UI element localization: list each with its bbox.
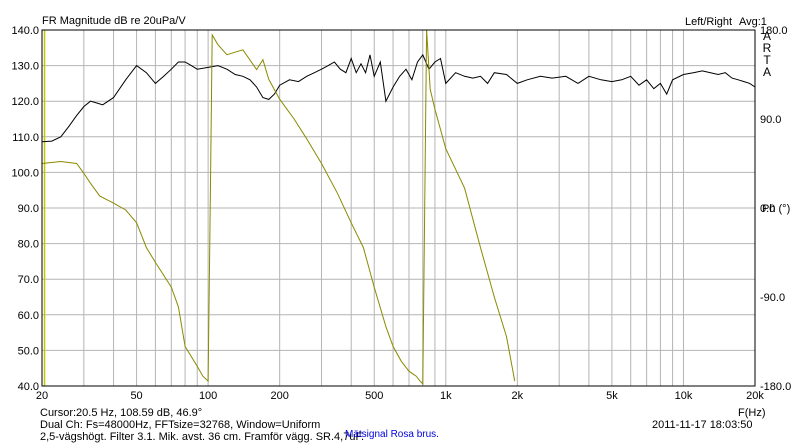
y2-tick-label: 90.0 — [760, 114, 781, 126]
x-tick-label: 20 — [36, 390, 48, 402]
y2-tick-label: -90.0 — [760, 292, 785, 304]
cursor-readout: Cursor:20.5 Hz, 108.59 dB, 46.9° — [40, 407, 203, 419]
x-tick-label: 1k — [440, 390, 452, 402]
x-tick-label: 500 — [365, 390, 383, 402]
y2-tick-label: 180.0 — [760, 25, 788, 37]
series-layer — [41, 29, 756, 386]
y-tick-label: 120.0 — [11, 96, 39, 108]
brand-letter-4: A — [762, 65, 771, 79]
measurement-description: 2,5-vägshögt. Filter 3.1. Mik. avst. 36 … — [40, 431, 365, 443]
arta-brand: A R T A — [761, 30, 773, 78]
phase-series-line — [41, 29, 516, 386]
chart-title: FR Magnitude dB re 20uPa/V — [42, 15, 186, 27]
brand-letter-2: R — [762, 41, 772, 55]
y-tick-label: 40.0 — [18, 381, 39, 393]
x-tick-label: 100 — [199, 390, 217, 402]
y2-tick-label: 0.0 — [760, 203, 775, 215]
y-tick-label: 140.0 — [11, 25, 39, 37]
y2-tick-label: -180.0 — [760, 381, 791, 393]
x-tick-label: 50 — [130, 390, 142, 402]
plot-frame — [41, 29, 756, 387]
grid-layer — [42, 30, 755, 386]
average-label: Avg:1 — [739, 16, 767, 28]
dual-channel-info: Dual Ch: Fs=48000Hz, FFTsize=32768, Wind… — [40, 419, 321, 431]
frame-layer — [41, 29, 756, 387]
channel-label: Left/Right — [685, 16, 733, 28]
x-tick-label: 20k — [746, 390, 764, 402]
y-tick-label: 90.0 — [18, 203, 39, 215]
phase-axis-label: Ph (°) — [762, 203, 791, 215]
y-tick-label: 70.0 — [18, 274, 39, 286]
x-tick-label: 5k — [606, 390, 618, 402]
y-tick-label: 130.0 — [11, 61, 39, 73]
y-tick-label: 100.0 — [11, 167, 39, 179]
y-tick-label: 60.0 — [18, 310, 39, 322]
x-tick-label: 10k — [675, 390, 693, 402]
y-tick-label: 50.0 — [18, 345, 39, 357]
timestamp: 2011-11-17 18:03:50 — [652, 419, 753, 431]
brand-letter-3: T — [763, 53, 771, 67]
x-tick-label: 200 — [270, 390, 288, 402]
y-tick-label: 80.0 — [18, 239, 39, 251]
signal-label: Mätsignal Rosa brus. — [345, 429, 439, 440]
brand-letter-1: A — [762, 29, 771, 43]
tick-layer: 140.0 130.0 120.0 110.0 100.0 90.0 80.0 70.0 60.… — [11, 25, 791, 402]
x-tick-label: 2k — [512, 390, 524, 402]
magnitude-series-line — [41, 53, 756, 143]
y-tick-label: 110.0 — [12, 132, 39, 144]
x-axis-unit: F(Hz) — [738, 407, 766, 419]
